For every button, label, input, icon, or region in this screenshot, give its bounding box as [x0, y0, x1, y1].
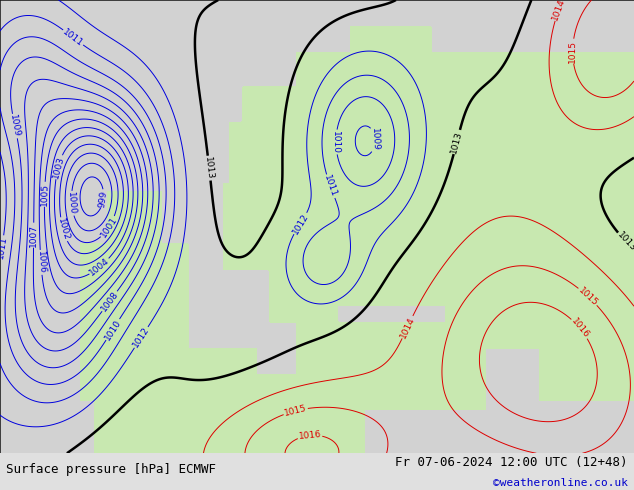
Text: 999: 999	[98, 190, 109, 208]
Text: Fr 07-06-2024 12:00 UTC (12+48): Fr 07-06-2024 12:00 UTC (12+48)	[395, 456, 628, 469]
Text: 1001: 1001	[99, 215, 119, 239]
Text: 1016: 1016	[298, 430, 321, 441]
Text: 1000: 1000	[67, 192, 77, 215]
Text: 1009: 1009	[370, 128, 380, 151]
Text: 1014: 1014	[399, 315, 417, 340]
Text: 1010: 1010	[332, 130, 340, 153]
Text: 1015: 1015	[283, 404, 307, 418]
Text: 1008: 1008	[99, 290, 120, 313]
Text: 1006: 1006	[36, 250, 46, 274]
Text: 1012: 1012	[131, 325, 152, 349]
Text: 1015: 1015	[576, 285, 599, 308]
Text: 1011: 1011	[0, 236, 8, 260]
Text: 1013: 1013	[204, 156, 215, 180]
Text: 1014: 1014	[551, 0, 567, 22]
Text: 1004: 1004	[88, 256, 112, 278]
Text: 1016: 1016	[569, 317, 591, 340]
Text: 1005: 1005	[40, 183, 49, 206]
Text: 1013: 1013	[615, 230, 634, 253]
Text: Surface pressure [hPa] ECMWF: Surface pressure [hPa] ECMWF	[6, 463, 216, 476]
Text: 1003: 1003	[51, 155, 66, 179]
Text: 1009: 1009	[8, 114, 22, 138]
Text: 1010: 1010	[103, 318, 123, 342]
Text: 1015: 1015	[568, 40, 577, 63]
Text: 1007: 1007	[29, 223, 38, 246]
Text: 1011: 1011	[61, 27, 85, 48]
Text: 1012: 1012	[290, 211, 310, 236]
Text: ©weatheronline.co.uk: ©weatheronline.co.uk	[493, 478, 628, 488]
Text: 1002: 1002	[56, 217, 70, 242]
Text: 1011: 1011	[323, 174, 339, 198]
Text: 1013: 1013	[450, 130, 464, 154]
